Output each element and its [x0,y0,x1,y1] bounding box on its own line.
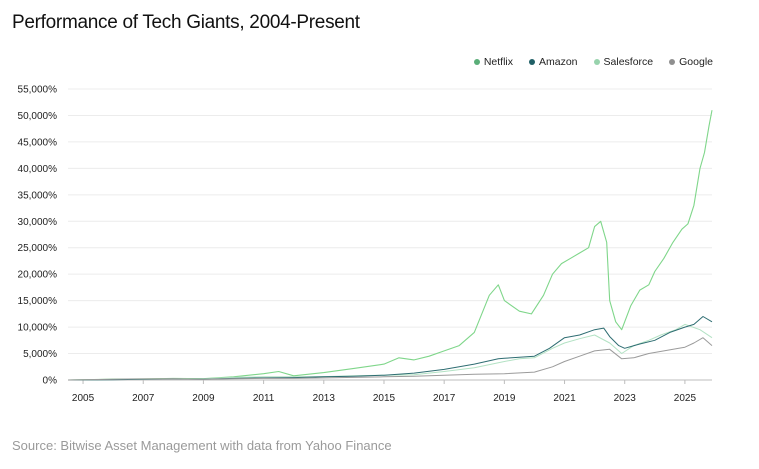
legend-dot-google [669,59,676,65]
y-tick-label-2: 10,000% [18,323,58,334]
legend-dot-netflix [473,59,480,65]
legend-label-salesforce: Salesforce [603,56,654,68]
x-tick-label-8: 2021 [553,393,576,404]
series-line-salesforce [67,323,713,381]
series-line-google [67,337,713,381]
y-tick-label-7: 35,000% [18,190,58,201]
legend-item-google[interactable]: Google [669,56,713,68]
series-line-netflix [67,110,713,381]
legend-item-salesforce[interactable]: Salesforce [593,56,654,68]
y-tick-label-9: 45,000% [18,137,58,148]
x-tick-label-4: 2013 [313,393,336,404]
x-tick-label-7: 2019 [493,393,516,404]
y-tick-label-5: 25,000% [18,243,58,254]
legend-dot-salesforce [593,59,600,65]
y-tick-label-4: 20,000% [18,270,58,281]
y-tick-label-11: 55,000% [18,85,58,96]
x-tick-label-2: 2009 [192,393,215,404]
y-tick-label-10: 50,000% [18,111,58,122]
y-tick-label-0: 0% [43,376,58,387]
y-tick-label-3: 15,000% [18,296,58,307]
chart-source: Source: Bitwise Asset Management with da… [12,438,392,453]
legend-label-amazon: Amazon [539,56,578,68]
legend-item-amazon[interactable]: Amazon [529,56,578,68]
x-tick-label-0: 2005 [72,393,95,404]
x-tick-label-6: 2017 [433,393,456,404]
legend-dot-amazon [529,59,535,65]
legend-label-netflix: Netflix [483,56,513,68]
legend-label-google: Google [679,56,713,68]
x-tick-label-5: 2015 [373,393,396,404]
y-tick-label-6: 30,000% [18,217,58,228]
x-tick-label-3: 2011 [253,393,275,404]
x-tick-label-1: 2007 [132,393,155,404]
x-tick-label-10: 2025 [674,393,697,404]
y-tick-label-1: 5,000% [23,349,57,360]
legend-item-netflix[interactable]: Netflix [473,56,513,68]
y-tick-label-8: 40,000% [18,164,58,175]
chart-title: Performance of Tech Giants, 2004-Present [12,12,360,33]
x-tick-label-9: 2023 [614,393,637,404]
chart-legend: Netflix Amazon Salesforce Google [473,56,713,68]
